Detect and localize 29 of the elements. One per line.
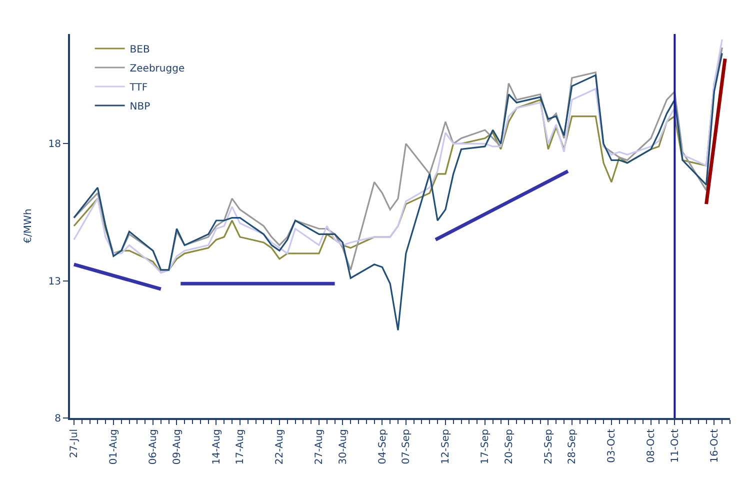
x-tick-label: 01-Aug xyxy=(108,429,120,465)
y-tick-label: 8 xyxy=(54,414,61,424)
x-tick-label: 09-Aug xyxy=(172,429,183,465)
legend-label: TTF xyxy=(128,82,148,94)
x-tick-label: 14-Aug xyxy=(211,429,222,465)
y-tick-label: 13 xyxy=(48,276,61,288)
x-tick-label: 28-Sep xyxy=(567,429,578,464)
x-tick-label: 12-Sep xyxy=(440,429,452,464)
x-tick-label: 16-Oct xyxy=(709,428,720,463)
x-tick-label: 30-Aug xyxy=(338,429,349,465)
legend-label: BEB xyxy=(130,44,150,56)
legend-label: NBP xyxy=(130,101,150,112)
y-tick-label: 18 xyxy=(48,139,61,150)
x-tick-label: 11-Oct xyxy=(670,428,681,463)
x-tick-label: 17-Aug xyxy=(235,429,246,465)
y-axis-title: €/MWh xyxy=(22,208,34,244)
x-tick-label: 20-Sep xyxy=(504,429,515,464)
line-series xyxy=(73,52,723,332)
x-tick-label: 17-Sep xyxy=(480,429,492,464)
x-tick-label: 25-Sep xyxy=(543,429,554,464)
x-tick-label: 03-Oct xyxy=(606,428,618,463)
x-tick-label: 22-Aug xyxy=(274,429,286,465)
x-tick-label: 04-Sep xyxy=(377,429,388,464)
legend-label: Zeebrugge xyxy=(130,63,185,74)
x-tick-label: 07-Sep xyxy=(401,429,412,464)
x-tick-label: 06-Aug xyxy=(148,429,160,465)
x-tick-label: 27-Aug xyxy=(314,429,326,465)
x-tick-label: 08-Oct xyxy=(646,428,658,463)
x-tick-label: 27-Jul xyxy=(69,429,80,458)
